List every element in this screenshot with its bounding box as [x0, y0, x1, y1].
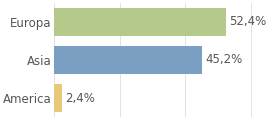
Text: 45,2%: 45,2% — [205, 54, 242, 66]
Bar — [54, 8, 226, 36]
Bar — [54, 84, 62, 112]
Bar — [54, 46, 202, 74]
Text: 52,4%: 52,4% — [229, 15, 266, 28]
Text: 2,4%: 2,4% — [65, 92, 95, 105]
